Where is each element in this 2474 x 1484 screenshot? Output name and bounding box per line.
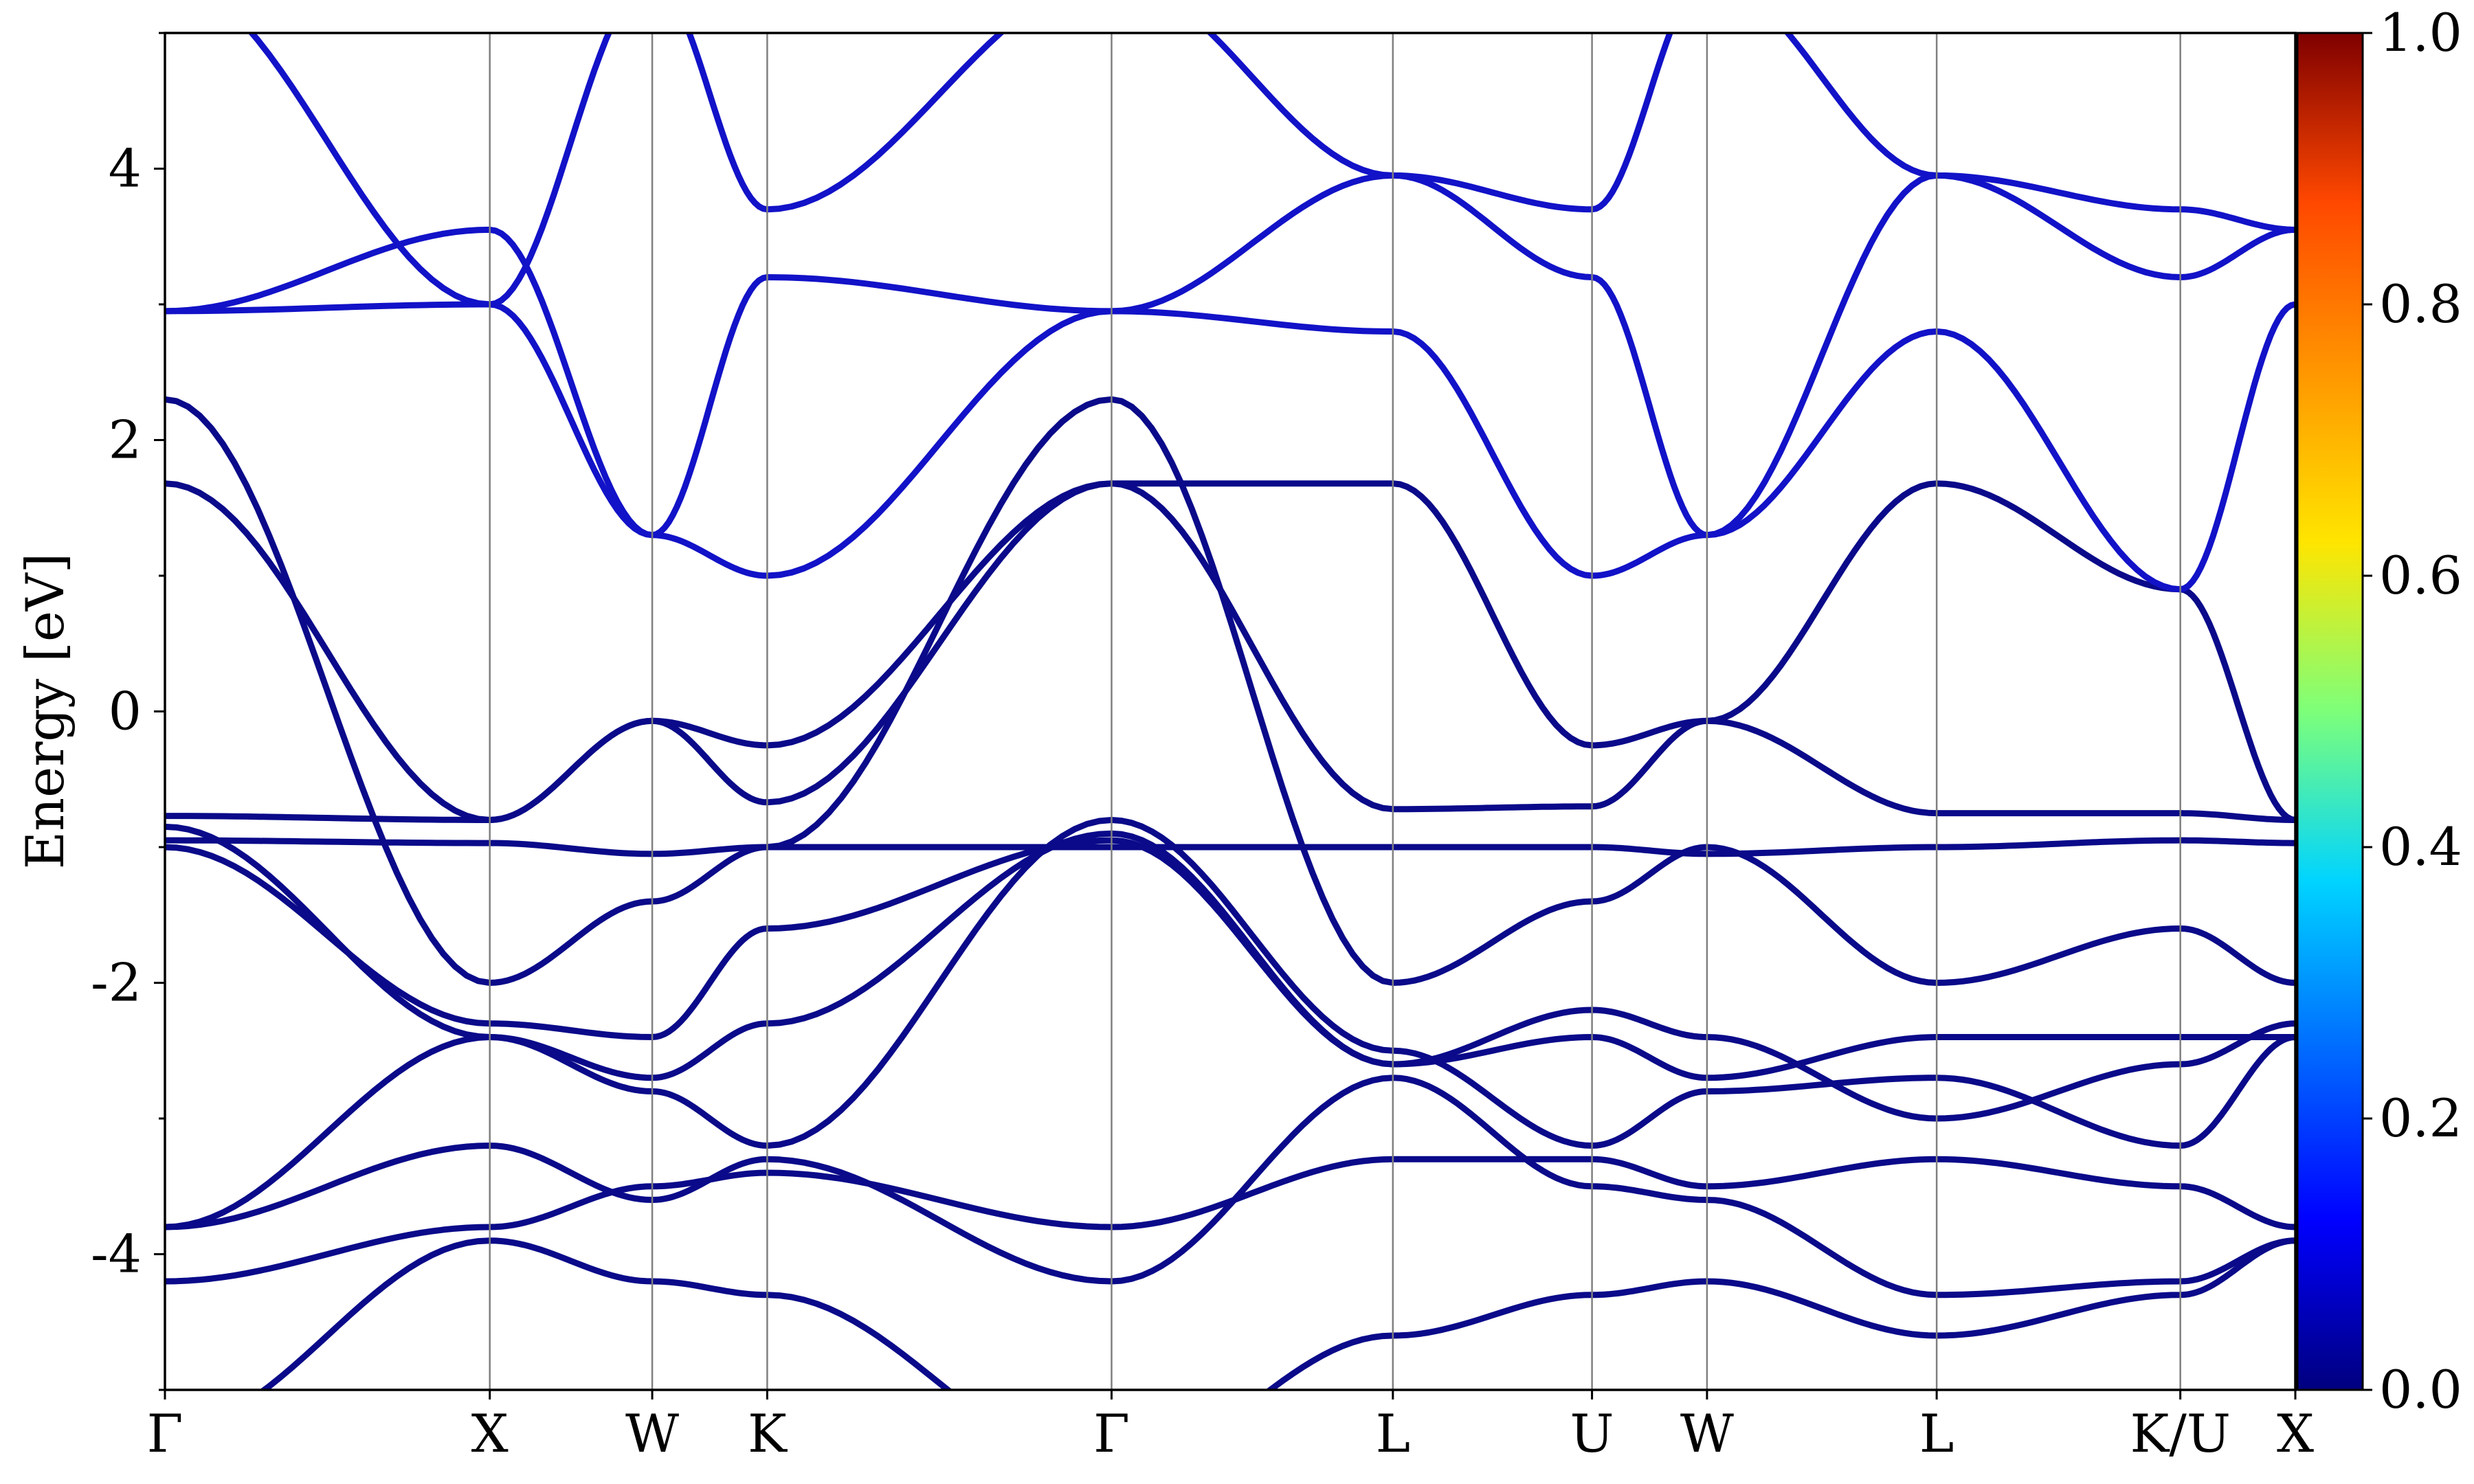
y-tick-label: 2 bbox=[109, 409, 142, 471]
high-symmetry-lines-group bbox=[489, 33, 2181, 1390]
x-tick-label: Γ bbox=[1093, 1403, 1130, 1464]
x-tick-label: W bbox=[1680, 1403, 1734, 1464]
x-tick-label: Γ bbox=[147, 1403, 183, 1464]
band-line-1 bbox=[165, 480, 2295, 823]
band-line-9 bbox=[165, 1075, 2295, 1298]
x-tick-label: K/U bbox=[2130, 1403, 2230, 1464]
y-axis-label: Energy [eV] bbox=[14, 553, 76, 870]
colorbar-tick-label: 0.0 bbox=[2379, 1359, 2462, 1420]
colorbar-tick-label: 1.0 bbox=[2379, 2, 2462, 63]
y-tick-label: -2 bbox=[91, 952, 142, 1013]
y-ticks-group: -4 -2 0 2 4 bbox=[91, 32, 165, 1391]
x-tick-label: L bbox=[1919, 1403, 1954, 1464]
colorbar-tick-label: 0.8 bbox=[2379, 273, 2462, 335]
x-tick-label: K bbox=[748, 1403, 788, 1464]
colorbar-tick-label: 0.4 bbox=[2379, 816, 2462, 877]
colorbar-tick-label: 0.6 bbox=[2379, 545, 2462, 606]
x-tick-label: W bbox=[625, 1403, 679, 1464]
band-line-2 bbox=[165, 480, 2295, 823]
plot-frame bbox=[164, 32, 2297, 1391]
colorbar-ticks-group: 0.0 0.2 0.4 0.6 0.8 1.0 bbox=[2363, 2, 2462, 1420]
y-tick-label: 0 bbox=[109, 681, 142, 742]
band-line-11 bbox=[165, 301, 2295, 593]
band-line-4 bbox=[165, 837, 2295, 857]
band-line-7 bbox=[165, 830, 2295, 1230]
x-tick-label: L bbox=[1376, 1403, 1410, 1464]
x-ticks-group: Γ X W K Γ L U W L K/U X bbox=[147, 1390, 2314, 1464]
band-line-8 bbox=[165, 1156, 2295, 1285]
band-lines-group bbox=[165, 33, 2295, 1390]
x-tick-label: U bbox=[1570, 1403, 1614, 1464]
y-tick-label: -4 bbox=[91, 1224, 142, 1285]
x-tick-label: X bbox=[471, 1403, 509, 1464]
y-tick-label: 4 bbox=[109, 138, 142, 199]
x-tick-label: X bbox=[2277, 1403, 2314, 1464]
colorbar bbox=[2296, 32, 2364, 1391]
colorbar-tick-label: 0.2 bbox=[2379, 1088, 2462, 1149]
